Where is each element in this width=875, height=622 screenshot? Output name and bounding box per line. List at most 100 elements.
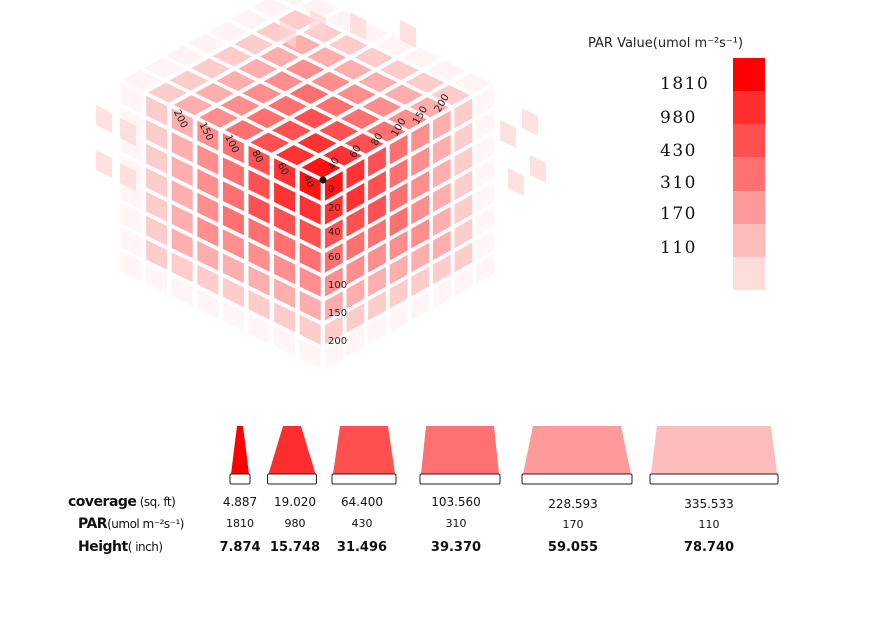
grid-tile [146,239,168,270]
legend-swatch [733,223,765,257]
grid-tile [222,205,244,236]
grid-tile [171,180,193,211]
grid-tile [246,108,286,129]
grid-tile [427,60,466,81]
coverage-shape-base [267,473,317,485]
height-cell: 7.874 [219,540,261,555]
row-label-height-unit: ( inch) [127,540,163,554]
grid-tile [171,108,193,139]
grid-tile [260,46,299,67]
grid-tile [368,194,386,225]
grid-tile [368,170,386,201]
grid-tile [340,108,380,129]
grid-tile [346,159,365,189]
left-axis-tick-label: 40 [300,173,316,189]
vertical-axis-tick-label: 20 [328,203,341,214]
grid-tile [171,228,193,259]
par-cell: 1810 [226,517,254,530]
grid-tile [324,219,343,249]
grid-tile [274,158,296,189]
grid-tile [346,279,365,309]
coverage-shape-base [521,473,633,485]
grid-tile [230,9,270,30]
row-label-par-unit: (umol m⁻²s⁻¹) [107,517,184,531]
grid-tile [289,83,329,104]
grid-tile [454,170,473,201]
grid-tile [120,179,142,210]
grid-tile [301,157,341,178]
grid-tile [476,134,494,165]
grid-tile [324,339,343,369]
grid-tile [400,20,416,48]
grid-tile [405,72,445,93]
row-label-coverage-unit: (sq. ft) [136,495,176,509]
grid-tile [146,215,168,246]
grid-tile [432,182,451,213]
grid-tile [272,120,311,141]
grid-tile [285,59,325,80]
grid-tile [346,327,365,357]
legend-swatch [733,91,765,125]
grid-tile [222,301,244,332]
grid-tile [350,12,366,40]
grid-tile [324,243,343,273]
grid-tile [452,72,492,94]
grid-tile [208,21,248,42]
legend-swatch [733,190,765,224]
grid-tile [432,206,451,237]
grid-tile [276,145,315,166]
grid-tile [328,35,368,56]
grid-tile [248,145,270,176]
grid-tile [268,95,307,117]
grid-tile [530,155,546,183]
grid-tile [368,266,386,297]
grid-tile [411,290,430,321]
grid-tile [274,206,296,237]
grid-tile [191,58,230,79]
grid-tile [248,289,270,320]
coverage-cell: 19.020 [274,495,316,509]
grid-tile [388,109,427,130]
grid-tile [346,207,365,237]
grid-tile [222,277,244,308]
par-legend: PAR Value(umol m⁻²s⁻¹) 1810 980 430 310 … [560,36,810,306]
grid-tile [319,120,358,142]
legend-value: 1810 [660,74,710,94]
grid-tile [476,230,494,261]
grid-tile [252,0,291,18]
grid-tile [432,254,451,285]
grid-tile [248,193,270,224]
legend-swatch [733,124,765,158]
row-label-par: PAR(umol m⁻²s⁻¹) [78,516,184,532]
grid-tile [324,195,343,225]
vertical-axis-tick-label: 100 [328,280,347,291]
grid-tile [197,264,219,295]
grid-tile [358,72,398,93]
par-cell: 430 [351,517,373,530]
grid-tile [324,171,343,201]
grid-tile [389,182,408,213]
grid-tile [274,302,296,333]
legend-title: PAR Value(umol m⁻²s⁻¹) [588,36,744,51]
grid-tile [187,33,226,54]
legend-value: 430 [660,141,697,161]
grid-tile [171,132,193,163]
coverage-shape [231,426,249,474]
grid-tile [311,71,350,92]
grid-tile [197,192,219,223]
coverage-shape-base [649,473,779,485]
grid-tile [120,227,142,258]
height-cell: 78.740 [683,540,735,555]
grid-tile [346,231,365,261]
legend-value: 170 [660,204,697,224]
grid-tile [454,266,473,297]
grid-tile [146,263,168,294]
grid-tile [248,265,270,296]
grid-tile [144,58,183,79]
grid-tile [274,278,296,309]
legend-swatch [733,256,765,290]
grid-tile [368,242,386,273]
grid-tile [171,156,193,187]
grid-tile [432,230,451,261]
grid-tile [380,60,419,81]
